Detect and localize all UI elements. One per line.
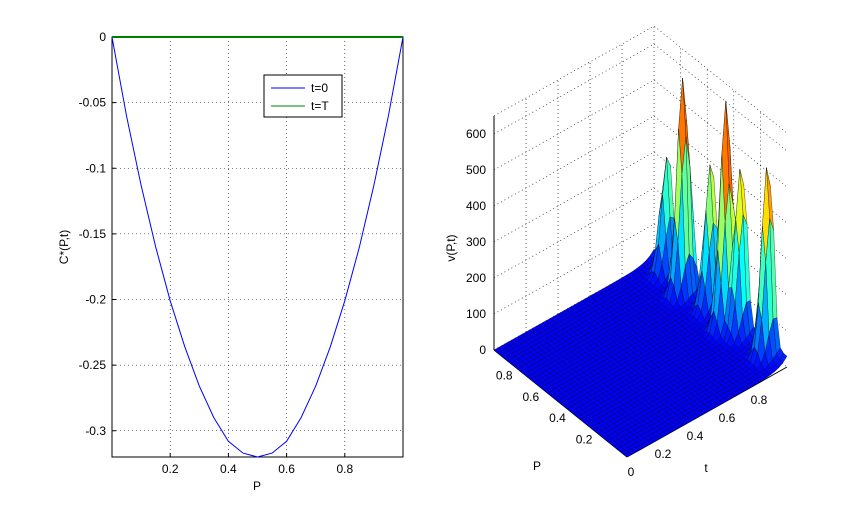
x-tick-label: 0.6 [278,462,295,476]
z-grid-line [493,43,788,152]
p-axis-label: P [533,459,541,473]
series-line-t0 [111,36,404,458]
x-axis-label: P [253,479,261,493]
legend-box [263,74,343,118]
t-tick-label: 0 [628,465,635,479]
t-tick-label: 0.2 [655,447,672,461]
y-tick-label: -0.3 [85,424,106,438]
v-tick-label: 300 [466,235,486,249]
legend: t=0 t=T [263,74,343,118]
y-tick-label: 0 [99,30,106,44]
surface-chart: 0 100 200 300 400 500 600 0 0.2 0.4 0.6 0.8 0.2 0.4 0.… [444,25,788,479]
y-tick-label: -0.25 [79,358,107,372]
t-tick-label: 0.6 [719,411,736,425]
3d-axis-ticks: 0 100 200 300 400 500 600 0 0.2 0.4 0.6 0.8 0.2 0.4 0.… [466,127,768,479]
series-layer [111,36,404,458]
v-tick-label: 100 [466,307,486,321]
p-tick-label: 0.2 [576,433,593,447]
x-tick-label: 0.8 [336,462,353,476]
t-tick-label: 0.8 [751,393,768,407]
v-tick-label: 400 [466,199,486,213]
y-axis-label: C*(P,t) [57,230,71,264]
top-edge-line [493,25,788,134]
t-tick-label: 0.4 [687,429,704,443]
p-tick-label: 0.8 [496,368,513,382]
v-axis-label: v(P,t) [444,234,458,261]
surface-patch [623,451,632,458]
t-axis-label: t [704,461,708,475]
y-tick-label: -0.15 [79,227,107,241]
p-tick-label: 0.4 [549,411,566,425]
y-tick-label: -0.1 [85,161,106,175]
surface-mesh [493,78,788,458]
legend-entry-t0: t=0 [311,81,328,95]
p-tick-label: 0.6 [523,390,540,404]
line-chart: 0.2 0.4 0.6 0.8 0 -0.05 -0.1 -0.15 -0.2 -0.25 -0.… [57,30,404,493]
x-tick-label: 0.4 [220,462,237,476]
v-tick-label: 200 [466,271,486,285]
v-tick-label: 600 [466,127,486,141]
v-tick-label: 0 [479,343,486,357]
x-axis-ticks: 0.2 0.4 0.6 0.8 [162,453,353,476]
z-grid-line [493,79,788,188]
x-tick-label: 0.2 [162,462,179,476]
y-tick-label: -0.2 [85,293,106,307]
y-axis-ticks: 0 -0.05 -0.1 -0.15 -0.2 -0.25 -0.3 [79,30,116,438]
v-tick-label: 500 [466,163,486,177]
y-tick-label: -0.05 [79,96,107,110]
legend-entry-tT: t=T [311,99,329,113]
